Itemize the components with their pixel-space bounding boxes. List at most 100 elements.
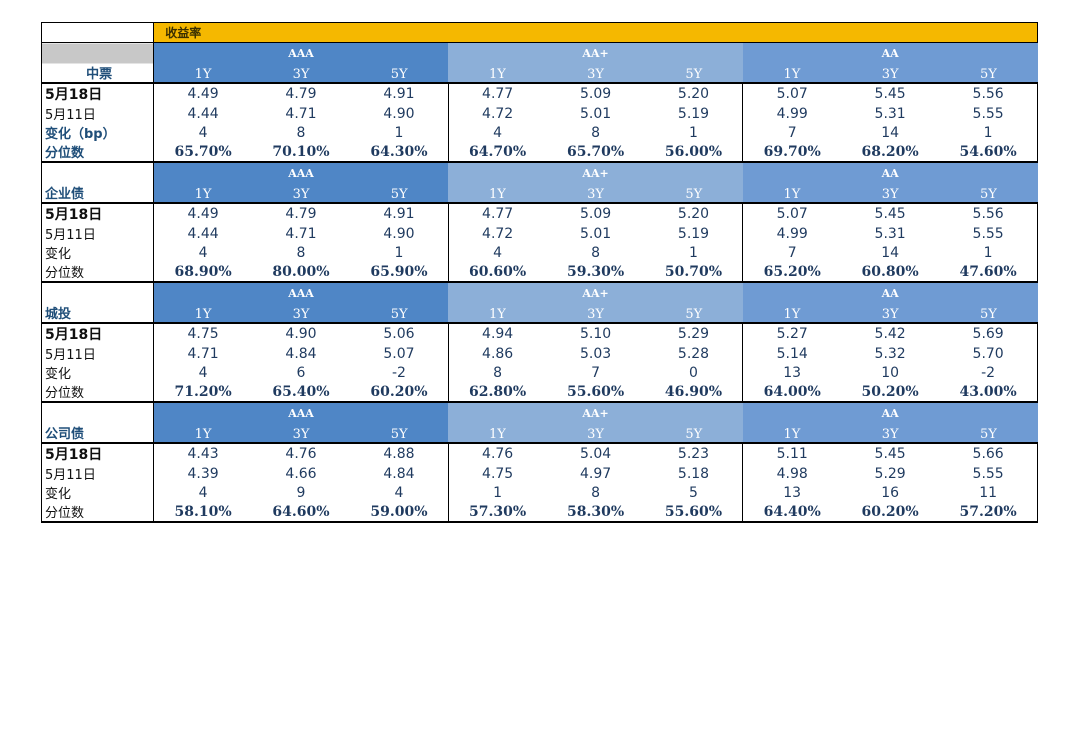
- row-label: 变化: [40, 363, 155, 382]
- table-cell: 64.30%: [350, 142, 449, 163]
- grade-header: AAA: [251, 42, 351, 63]
- table-cell: 4.77: [482, 86, 514, 102]
- table-cell: 4.79: [285, 206, 317, 222]
- table-cell: 60.80%: [841, 262, 940, 283]
- grade-header-row: 城投 AAA AA+ AA: [40, 282, 1038, 324]
- table-cell: 5.20: [644, 83, 744, 104]
- table-cell: 5: [644, 483, 744, 502]
- grade-header: AA+: [546, 162, 645, 183]
- table-row: 变化 4 9 4 1 8 5 13 16 11: [40, 483, 1039, 502]
- table-cell: 4.77: [482, 206, 514, 222]
- table-cell: -2: [350, 363, 449, 382]
- row-label: 5月18日: [40, 323, 155, 344]
- tenor-header: 1Y: [448, 183, 547, 204]
- tenor-header: 3Y: [251, 423, 351, 444]
- table-cell: 4.90: [350, 224, 449, 243]
- table-cell: 69.70%: [742, 142, 842, 163]
- table-row: 5月11日 4.44 4.71 4.90 4.72 5.01 5.19 4.99 5.31 5.5…: [40, 104, 1039, 123]
- table-cell: 57.30%: [448, 502, 547, 523]
- tenor-header: 1Y: [742, 423, 842, 444]
- table-cell: 5.07: [350, 344, 449, 363]
- table-row: 分位数 65.70% 70.10% 64.30% 64.70% 65.70% 56.00% 6…: [40, 142, 1039, 163]
- table-cell: 4.84: [350, 464, 449, 483]
- tenor-header: 3Y: [251, 303, 351, 324]
- table-cell: 5.56: [939, 203, 1039, 224]
- table-cell: 5.07: [776, 86, 808, 102]
- table-cell: 4.91: [350, 83, 449, 104]
- table-cell: 5.06: [350, 323, 449, 344]
- table-cell: 5.19: [644, 104, 744, 123]
- table-cell: 1: [939, 243, 1039, 262]
- grade-header-fill: [448, 162, 547, 183]
- row-label: 5月11日: [40, 104, 155, 123]
- table-cell: 70.10%: [251, 142, 351, 163]
- section-label: 中票: [40, 42, 155, 84]
- table-cell: 5.45: [874, 86, 906, 102]
- table-cell: 60.20%: [841, 502, 940, 523]
- table-cell: 1: [350, 123, 449, 142]
- table-cell: 58.10%: [153, 502, 252, 523]
- tenor-header: 5Y: [644, 63, 743, 84]
- table-cell: 4.72: [482, 105, 514, 122]
- tenor-header: 3Y: [841, 63, 940, 84]
- table-cell: 1: [939, 123, 1039, 142]
- row-label: 5月11日: [40, 464, 155, 483]
- table-cell: 5.20: [644, 203, 744, 224]
- table-cell: 14: [881, 124, 900, 141]
- grade-header-fill: [644, 282, 743, 303]
- tenor-header: 1Y: [742, 63, 842, 84]
- table-row: 分位数 58.10% 64.60% 59.00% 57.30% 58.30% 55.60% 6…: [40, 502, 1039, 523]
- table-title: 收益率: [153, 22, 940, 43]
- table-row: 5月18日 4.75 4.90 5.06 4.94 5.10 5.29 5.27 5.42 5.6…: [40, 323, 1039, 344]
- table-cell: 4.94: [482, 326, 514, 342]
- row-label: 5月18日: [40, 443, 155, 464]
- grade-header-fill: [153, 162, 252, 183]
- table-row: 分位数 71.20% 65.40% 60.20% 62.80% 55.60% 46.90% 6…: [40, 382, 1039, 403]
- row-label: 分位数: [40, 502, 155, 523]
- table-cell: 4: [198, 484, 208, 501]
- tenor-header: 5Y: [939, 183, 1038, 204]
- tenor-header-row: 1Y 3Y 5Y 1Y 3Y 5Y 1Y 3Y 5Y: [42, 183, 1038, 204]
- table-cell: 7: [787, 244, 797, 261]
- table-cell: 7: [787, 124, 797, 141]
- table-cell: 1: [493, 484, 503, 501]
- row-label: 分位数: [40, 382, 155, 403]
- row-label: 5月11日: [40, 224, 155, 243]
- table-cell: 71.20%: [153, 382, 252, 403]
- tenor-header: 5Y: [939, 63, 1038, 84]
- grade-header-fill: [939, 162, 1038, 183]
- table-cell: 5.56: [939, 83, 1039, 104]
- row-label: 变化（bp）: [40, 123, 155, 142]
- tenor-header: 1Y: [448, 423, 547, 444]
- grade-header-fill: [448, 402, 547, 423]
- table-cell: 8: [591, 244, 601, 261]
- table-cell: 5.28: [644, 344, 744, 363]
- title-end-cell: [939, 22, 1039, 43]
- table-cell: 5.29: [874, 465, 906, 482]
- tenor-header: 5Y: [350, 63, 449, 84]
- table-cell: 5.01: [579, 225, 612, 242]
- table-cell: 4.76: [482, 446, 514, 462]
- tenor-header-row: 1Y 3Y 5Y 1Y 3Y 5Y 1Y 3Y 5Y: [42, 63, 1038, 84]
- table-cell: 4.99: [776, 225, 808, 242]
- tenor-header: 1Y: [742, 303, 842, 324]
- table-cell: 4.72: [482, 225, 514, 242]
- table-cell: 4: [350, 483, 449, 502]
- table-cell: 65.90%: [350, 262, 449, 283]
- table-cell: 68.90%: [153, 262, 252, 283]
- table-row: 5月11日 4.44 4.71 4.90 4.72 5.01 5.19 4.99 5.31 5.5…: [40, 224, 1039, 243]
- table-cell: 4: [493, 244, 503, 261]
- tenor-header: 1Y: [153, 423, 252, 444]
- table-cell: 4.71: [285, 225, 317, 242]
- grade-header-fill: [939, 402, 1038, 423]
- table-cell: 4.79: [285, 86, 317, 102]
- table-cell: 1: [350, 243, 449, 262]
- grade-header: AA: [841, 42, 940, 63]
- grade-header-fill: [350, 282, 449, 303]
- table-cell: 5.09: [579, 86, 612, 102]
- table-cell: 8: [591, 124, 601, 141]
- table-row: 分位数 68.90% 80.00% 65.90% 60.60% 59.30% 50.70% 6…: [40, 262, 1039, 283]
- table-cell: 60.20%: [350, 382, 449, 403]
- tenor-header: 1Y: [448, 303, 547, 324]
- table-cell: 56.00%: [644, 142, 744, 163]
